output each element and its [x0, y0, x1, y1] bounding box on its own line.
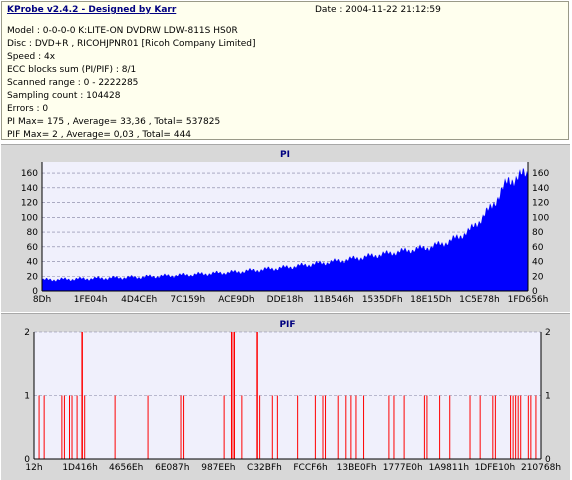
x-tick-label: 1C5E78h: [459, 295, 500, 305]
y-tick-left: 100: [21, 213, 38, 223]
pi-chart-panel: 0 0 20 20 40 40 60 60 80 80 100 100 120 120 140 140 160 1…: [1, 144, 570, 312]
errors-line: Errors : 0: [7, 104, 49, 114]
date-value: 2004-11-22 21:12:59: [345, 5, 441, 15]
x-tick-label: 4D4CEh: [121, 295, 157, 305]
x-tick-label: FCCF6h: [293, 463, 327, 473]
y-tick-right: 40: [532, 258, 544, 268]
x-tick-label: 1777E0h: [383, 463, 423, 473]
y-tick-right: 160: [532, 169, 549, 179]
disc-line: Disc : DVD+R , RICOHJPNR01 [Ricoh Compan…: [7, 39, 256, 49]
pi-summary-line: PI Max= 175 , Average= 33,36 , Total= 53…: [7, 117, 221, 127]
ecc-line: ECC blocks sum (PI/PIF) : 8/1: [7, 65, 137, 75]
x-tick-label: 4656Eh: [109, 463, 143, 473]
scanned-range-line: Scanned range : 0 - 2222285: [7, 78, 139, 88]
y-tick-right: 120: [532, 199, 549, 209]
y-tick-left: 120: [21, 199, 38, 209]
x-tick-label: 7C159h: [170, 295, 205, 305]
y-tick-right: 140: [532, 184, 549, 194]
date-label: Date :: [315, 5, 343, 15]
x-tick-label: 11B546h: [313, 295, 354, 305]
info-panel: KProbe v2.4.2 - Designed by Karr Date : …: [1, 1, 569, 140]
sampling-count-line: Sampling count : 104428: [7, 91, 121, 101]
y-tick-right: 0: [545, 455, 551, 465]
pif-chart-panel: 0 0 1 1 2 2 PIF 12h 1D416h 4656Eh 6E087h 987EEh C32B…: [1, 313, 570, 480]
y-tick-right: 1: [545, 392, 551, 402]
chart-title: PI: [280, 150, 290, 160]
y-tick-left: 0: [32, 287, 38, 297]
x-tick-label: 1D416h: [62, 463, 98, 473]
x-tick-label: C32BFh: [247, 463, 282, 473]
x-tick-label: 6E087h: [155, 463, 189, 473]
y-tick-left: 80: [27, 228, 39, 238]
y-tick-right: 0: [532, 287, 538, 297]
x-tick-label: DDE18h: [267, 295, 304, 305]
x-tick-label: 13BE0Fh: [337, 463, 377, 473]
chart-title: PIF: [279, 320, 295, 330]
x-tick-label: 1DFE10h: [475, 463, 516, 473]
y-tick-left: 140: [21, 184, 38, 194]
pif-summary-line: PIF Max= 2 , Average= 0,03 , Total= 444: [7, 130, 192, 140]
model-line: Model : 0-0-0-0 K:LITE-ON DVDRW LDW-811S…: [7, 26, 238, 36]
x-tick-label: 1535DFh: [362, 295, 403, 305]
x-tick-label: 1A9811h: [429, 463, 470, 473]
x-tick-label: 1FE04h: [74, 295, 108, 305]
x-tick-label: 12h: [25, 463, 42, 473]
x-tick-label: 18E15Dh: [410, 295, 451, 305]
x-tick-label: 1FD656h: [508, 295, 549, 305]
y-tick-left: 60: [27, 243, 39, 253]
x-tick-label: 8Dh: [33, 295, 51, 305]
app-title: KProbe v2.4.2 - Designed by Karr: [7, 5, 177, 15]
y-tick-right: 2: [545, 328, 551, 338]
y-tick-right: 100: [532, 213, 549, 223]
y-tick-right: 60: [532, 243, 544, 253]
pi-series: [42, 167, 528, 291]
y-tick-left: 160: [21, 169, 38, 179]
y-tick-left: 2: [24, 328, 30, 338]
pi-chart: 0 0 20 20 40 40 60 60 80 80 100 100 120 120 140 140 160 1…: [21, 150, 550, 305]
pif-chart: 0 0 1 1 2 2 PIF 12h 1D416h 4656Eh 6E087h 987EEh C32B…: [24, 320, 561, 473]
y-tick-left: 0: [24, 455, 30, 465]
x-tick-label: 987EEh: [201, 463, 235, 473]
date-line: Date : 2004-11-22 21:12:59: [315, 5, 441, 15]
y-tick-right: 20: [532, 272, 544, 282]
y-tick-right: 80: [532, 228, 544, 238]
y-tick-left: 20: [27, 272, 39, 282]
y-tick-left: 40: [27, 258, 39, 268]
speed-line: Speed : 4x: [7, 52, 56, 62]
x-tick-label: 210768h: [521, 463, 561, 473]
x-tick-label: ACE9Dh: [218, 295, 254, 305]
y-tick-left: 1: [24, 392, 30, 402]
